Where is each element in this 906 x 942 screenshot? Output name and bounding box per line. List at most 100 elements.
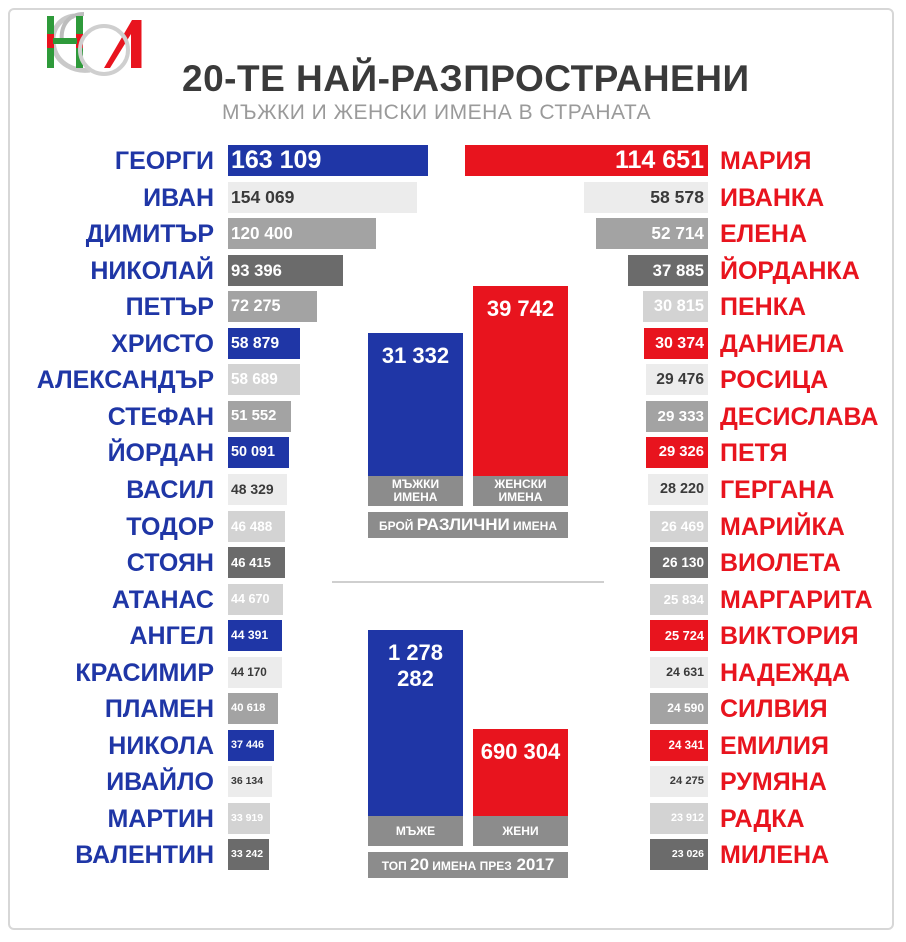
male-value-label: 154 069: [231, 186, 295, 207]
total-caption: ТОП 20 ИМЕНА ПРЕЗ 2017: [368, 852, 568, 878]
total-category-line: МЪЖКИ: [391, 477, 440, 491]
male-value-label: 58 689: [231, 371, 278, 389]
caption-bold: РАЗЛИЧНИ: [416, 515, 510, 534]
caption-bold: 20: [410, 855, 429, 874]
male-bar: [228, 656, 283, 688]
total-value-label: 39 742: [486, 296, 555, 321]
total-value-label: 31 332: [381, 342, 450, 368]
male-bar: [228, 620, 283, 652]
male-name-label: ВАСИЛ: [126, 475, 214, 504]
male-name-label: МАРТИН: [107, 804, 214, 833]
caption-suffix: ИМЕНА ПРЕЗ: [428, 859, 512, 873]
female-bar: [650, 583, 708, 615]
total-category-line: ИМЕНА: [393, 490, 438, 504]
female-bar: [650, 766, 708, 798]
caption-year: 2017: [511, 855, 555, 874]
male-bar: [228, 547, 285, 579]
male-total-bar: [368, 630, 463, 846]
caption-suffix: ИМЕНА: [509, 519, 557, 533]
female-value-label: 30 374: [655, 334, 704, 352]
male-name-label: ТОДОР: [126, 512, 214, 541]
total-category-label: МЪЖЕ: [368, 816, 463, 846]
male-name-label: СТЕФАН: [107, 402, 214, 431]
female-value-label: 24 631: [666, 664, 704, 679]
male-value-label: 48 329: [231, 480, 274, 497]
female-name-label: ЕЛЕНА: [720, 220, 807, 249]
male-bar: [228, 291, 317, 323]
total-category-label: МЪЖКИ ИМЕНА: [368, 476, 463, 506]
total-category-label: ЖЕНИ: [473, 816, 568, 846]
female-value-label: 23 912: [670, 811, 704, 824]
female-name-label: ПЕНКА: [720, 293, 807, 322]
male-bar: [228, 437, 290, 469]
male-bar: [228, 583, 283, 615]
section-divider: [332, 581, 604, 583]
male-name-label: АНГЕЛ: [129, 622, 215, 651]
male-value-label: 58 879: [231, 334, 280, 352]
female-name-label: РОСИЦА: [720, 366, 829, 395]
female-bar: [650, 839, 708, 871]
male-bar: [228, 145, 428, 176]
female-name-label: РУМЯНА: [720, 768, 827, 797]
male-value-label: 44 391: [231, 628, 269, 643]
female-bar: [583, 181, 708, 213]
female-value-label: 29 326: [658, 444, 704, 461]
female-value-label: 37 885: [652, 260, 704, 280]
female-name-label: ЙОРДАНКА: [720, 256, 860, 285]
total-value-label: 690 304: [480, 739, 561, 765]
female-name-label: ПЕТЯ: [720, 439, 788, 468]
total-category-label: ЖЕНСКИ ИМЕНА: [473, 476, 568, 506]
male-bar: [228, 802, 270, 834]
female-name-label: НАДЕЖДА: [720, 658, 850, 687]
female-value-label: 24 275: [669, 775, 704, 788]
female-value-label: 24 590: [667, 701, 704, 716]
male-name-label: НИКОЛА: [108, 731, 214, 760]
male-name-label: АТАНАС: [111, 585, 214, 614]
male-value-label: 51 552: [231, 407, 277, 424]
female-bar: [650, 729, 708, 761]
female-value-label: 29 476: [656, 371, 704, 389]
chart-subtitle: МЪЖКИ И ЖЕНСКИ ИМЕНА В СТРАНАТА: [222, 101, 651, 124]
male-bar: [228, 766, 273, 798]
female-value-label: 58 578: [650, 186, 704, 207]
female-name-label: РАДКА: [720, 804, 805, 833]
female-name-label: МАРИЯ: [720, 147, 812, 175]
male-value-label: 36 134: [231, 775, 264, 788]
male-value-label: 44 170: [231, 665, 267, 679]
female-name-label: ИВАНКА: [720, 183, 825, 212]
male-value-label: 33 242: [231, 848, 264, 861]
female-bar: [650, 620, 708, 652]
male-value-label: 44 670: [231, 591, 270, 606]
male-value-label: 50 091: [231, 444, 276, 461]
total-value-label: 1 278 282: [387, 640, 444, 691]
infographic-frame: [8, 8, 894, 930]
female-bar: [645, 437, 708, 469]
female-value-label: 25 834: [663, 591, 704, 607]
male-value-label: 40 618: [231, 702, 266, 715]
male-name-label: НИКОЛАЙ: [90, 256, 214, 285]
male-bar: [228, 839, 269, 871]
male-value-label: 46 488: [231, 518, 273, 534]
female-bar: [465, 145, 708, 176]
male-name-label: ЙОРДАН: [107, 439, 214, 468]
caption-prefix: БРОЙ: [379, 519, 417, 533]
male-name-label: ПЕТЪР: [125, 293, 214, 322]
female-name-label: ВИКТОРИЯ: [720, 622, 859, 651]
female-bar: [650, 656, 708, 688]
female-name-label: ЕМИЛИЯ: [720, 731, 829, 760]
male-bar: [228, 254, 343, 286]
female-name-label: МАРИЙКА: [720, 512, 845, 541]
male-value-label: 163 109: [231, 146, 322, 174]
female-bar: [645, 400, 708, 432]
female-value-label: 28 220: [659, 480, 704, 497]
male-value-label: 46 415: [231, 555, 271, 571]
male-name-label: ПЛАМЕН: [104, 695, 214, 724]
male-bar: [228, 510, 285, 542]
male-bar: [228, 473, 288, 505]
female-bar: [642, 291, 708, 323]
female-bar: [650, 547, 708, 579]
female-value-label: 26 469: [661, 517, 704, 534]
male-name-label: СТОЯН: [126, 549, 214, 578]
male-name-label: ИВАЙЛО: [106, 768, 214, 797]
male-name-label: ГЕОРГИ: [114, 147, 214, 175]
